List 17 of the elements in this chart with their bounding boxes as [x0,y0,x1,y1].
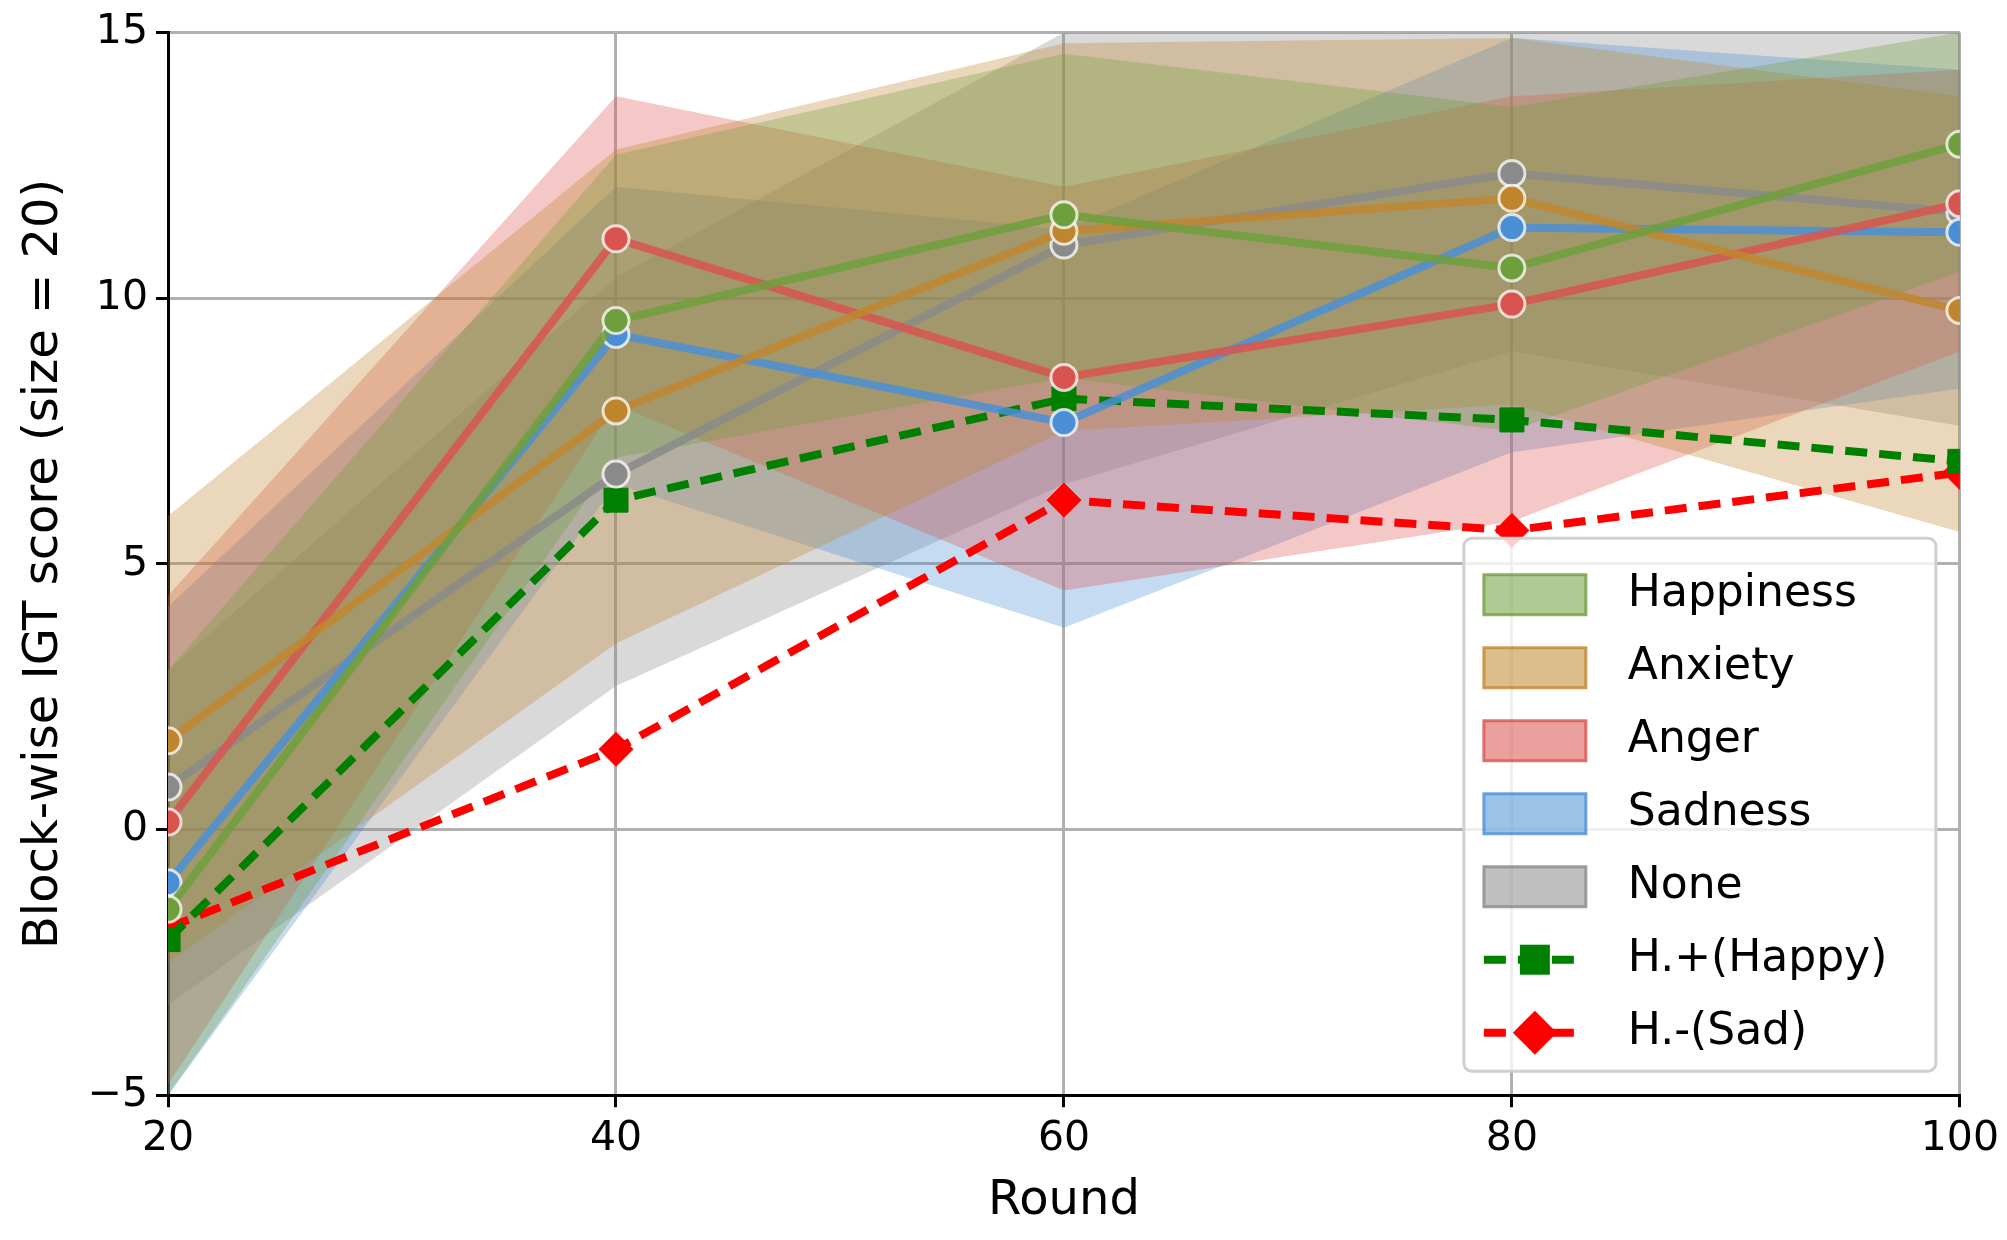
legend-label: Anxiety [1627,638,1795,690]
legend-label: H.-(Sad) [1627,1003,1808,1055]
x-tick-label: 40 [589,1112,643,1161]
y-tick-label: 0 [121,802,149,851]
legend-label: Sadness [1627,784,1812,836]
legend-label: None [1627,857,1743,909]
y-tick-label: 5 [121,536,149,585]
y-tick-label: 15 [95,5,149,54]
legend-label: Happiness [1627,565,1857,617]
x-tick-label: 80 [1485,1112,1538,1161]
y-axis-title: Block-wise IGT score (size = 20) [12,178,69,950]
x-tick-label: 100 [1920,1112,1999,1161]
x-tick-label: 60 [1037,1112,1091,1161]
y-tick-label: 10 [95,270,149,319]
legend-label: H.+(Happy) [1627,930,1888,982]
x-axis-title: Round [988,1168,1140,1225]
legend-label: Anger [1627,711,1760,763]
